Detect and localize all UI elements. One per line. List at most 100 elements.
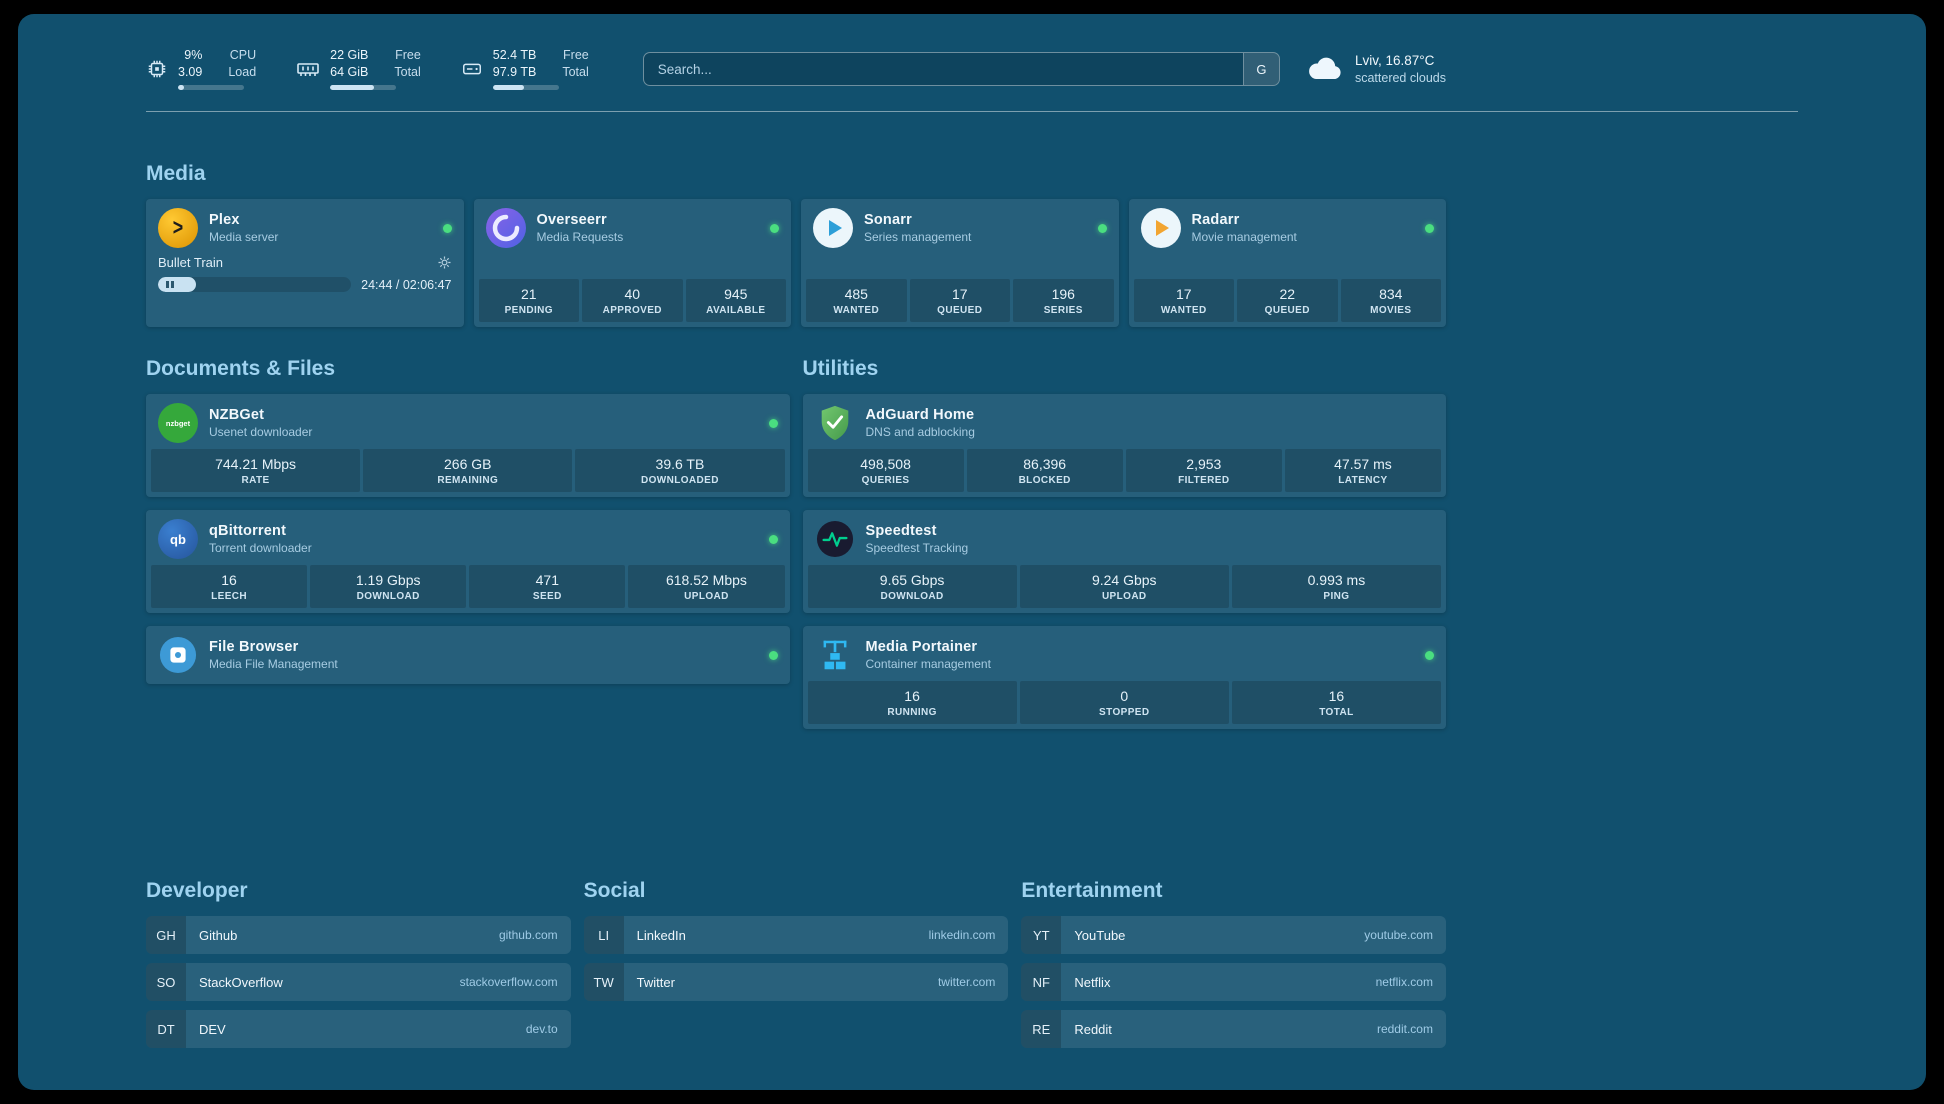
- service-name: Speedtest: [865, 523, 937, 539]
- stat-remaining: 266 GB REMAINING: [363, 449, 573, 492]
- bookmark-dev[interactable]: DT DEV dev.to: [146, 1010, 571, 1048]
- memory-progress-bar: [330, 85, 397, 91]
- status-dot: [768, 418, 778, 428]
- stat-queued: 22 QUEUED: [1237, 279, 1338, 322]
- section-title-social: Social: [583, 879, 646, 902]
- section-title-documents: Documents & Files: [146, 357, 336, 380]
- nzbget-icon: nzbget: [158, 403, 198, 443]
- search-input[interactable]: [643, 53, 1243, 85]
- filebrowser-icon: [158, 635, 198, 675]
- bookmark-stackoverflow[interactable]: SO StackOverflow stackoverflow.com: [146, 963, 571, 1001]
- memory-label-1: Free: [395, 47, 421, 62]
- sonarr-icon: [813, 208, 853, 248]
- system-widgets: 9% CPU 3.09 Load 22 GiB: [146, 48, 589, 91]
- bookmark-reddit[interactable]: RE Reddit reddit.com: [1021, 1010, 1446, 1048]
- stat-download: 9.65 Gbps DOWNLOAD: [807, 565, 1017, 608]
- service-card-plex[interactable]: > Plex Media server Bullet Train: [146, 199, 464, 327]
- service-card-adguard[interactable]: AdGuard Home DNS and adblocking 498,508 …: [802, 394, 1446, 497]
- stat-rate: 744.21 Mbps RATE: [151, 449, 361, 492]
- disk-free-value: 52.4 TB: [492, 47, 537, 62]
- status-dot: [442, 223, 452, 233]
- overseerr-icon: [485, 208, 526, 248]
- status-dot: [1425, 223, 1434, 233]
- bookmark-linkedin[interactable]: LI LinkedIn linkedin.com: [583, 916, 1009, 954]
- portainer-icon: [815, 635, 855, 675]
- stat-approved: 40 APPROVED: [582, 279, 683, 322]
- service-card-sonarr[interactable]: Sonarr Series management 485 WANTED: [801, 199, 1119, 327]
- adguard-icon: [815, 403, 855, 443]
- dashboard-page: 9% CPU 3.09 Load 22 GiB: [18, 14, 1926, 1090]
- cpu-progress-bar: [178, 85, 244, 91]
- service-description: DNS and adblocking: [865, 425, 975, 439]
- memory-free-value: 22 GiB: [330, 47, 369, 62]
- gear-icon[interactable]: [437, 255, 452, 270]
- bookmark-twitter[interactable]: TW Twitter twitter.com: [583, 963, 1009, 1001]
- memory-icon: [297, 63, 319, 76]
- service-name: Sonarr: [864, 212, 912, 228]
- bookmark-group-social: Social LI LinkedIn linkedin.com TW Twitt…: [583, 879, 1009, 1048]
- weather-condition: scattered clouds: [1354, 71, 1446, 85]
- service-card-portainer[interactable]: Media Portainer Container management 16 …: [802, 626, 1446, 729]
- service-name: File Browser: [209, 639, 299, 655]
- service-description: Usenet downloader: [209, 425, 313, 439]
- service-name: Plex: [209, 212, 240, 228]
- search-bar: G: [642, 52, 1280, 86]
- service-card-qbittorrent[interactable]: qb qBittorrent Torrent downloader: [146, 510, 790, 613]
- stat-wanted: 17 WANTED: [1133, 279, 1234, 322]
- section-title-utilities: Utilities: [802, 357, 879, 380]
- stat-available: 945 AVAILABLE: [685, 279, 786, 322]
- service-name: Overseerr: [536, 212, 607, 228]
- service-description: Media File Management: [209, 657, 338, 671]
- service-name: qBittorrent: [209, 523, 287, 539]
- cpu-label-1: CPU: [229, 47, 257, 62]
- stat-movies: 834 MOVIES: [1340, 279, 1441, 322]
- stat-upload: 9.24 Gbps UPLOAD: [1019, 565, 1229, 608]
- service-card-radarr[interactable]: Radarr Movie management 17 WANTED 2: [1128, 199, 1446, 327]
- section-title-media: Media: [146, 162, 206, 185]
- cpu-label-2: Load: [228, 65, 257, 79]
- stat-blocked: 86,396 BLOCKED: [966, 449, 1123, 492]
- stat-seed: 471 SEED: [469, 565, 626, 608]
- disk-icon: [462, 63, 481, 75]
- stat-running: 16 RUNNING: [807, 681, 1017, 724]
- section-title-developer: Developer: [146, 879, 248, 902]
- memory-total-value: 64 GiB: [330, 65, 369, 79]
- stat-download: 1.19 Gbps DOWNLOAD: [310, 565, 467, 608]
- section-media: Media > Plex Media server: [146, 162, 1446, 327]
- speedtest-icon: [815, 519, 855, 559]
- bookmark-netflix[interactable]: NF Netflix netflix.com: [1021, 963, 1446, 1001]
- cpu-icon: [148, 60, 166, 78]
- service-description: Movie management: [1191, 230, 1297, 244]
- service-card-speedtest[interactable]: Speedtest Speedtest Tracking 9.65 Gbps D…: [802, 510, 1446, 613]
- bookmark-group-developer: Developer GH Github github.com SO StackO…: [146, 879, 571, 1048]
- service-card-filebrowser[interactable]: File Browser Media File Management: [146, 626, 790, 684]
- bookmark-youtube[interactable]: YT YouTube youtube.com: [1021, 916, 1446, 954]
- playback-time: 24:44 / 02:06:47: [361, 277, 452, 292]
- service-name: AdGuard Home: [865, 407, 975, 423]
- stat-filtered: 2,953 FILTERED: [1125, 449, 1282, 492]
- status-dot: [768, 534, 778, 544]
- service-description: Torrent downloader: [209, 541, 312, 555]
- disk-widget: 52.4 TB Free 97.9 TB Total: [461, 48, 589, 91]
- stat-upload: 618.52 Mbps UPLOAD: [628, 565, 785, 608]
- top-bar: 9% CPU 3.09 Load 22 GiB: [146, 40, 1446, 98]
- status-dot: [768, 650, 778, 660]
- disk-progress-bar: [492, 85, 559, 91]
- service-card-overseerr[interactable]: Overseerr Media Requests 21 PENDING: [473, 199, 791, 327]
- radarr-icon: [1140, 208, 1181, 248]
- cloud-icon: [1309, 57, 1341, 80]
- stat-ping: 0.993 ms PING: [1231, 565, 1442, 608]
- search-provider-button[interactable]: G: [1242, 53, 1279, 85]
- service-name: Radarr: [1191, 212, 1240, 228]
- bookmark-github[interactable]: GH Github github.com: [146, 916, 571, 954]
- bookmark-group-entertainment: Entertainment YT YouTube youtube.com NF …: [1021, 879, 1446, 1048]
- service-card-nzbget[interactable]: nzbget NZBGet Usenet downloader: [146, 394, 790, 497]
- service-description: Speedtest Tracking: [865, 541, 969, 555]
- section-documents-files: Documents & Files nzbget NZBGet Usenet d…: [146, 357, 790, 684]
- disk-label-2: Total: [562, 65, 589, 79]
- cpu-widget: 9% CPU 3.09 Load: [146, 48, 256, 91]
- playback-progress-bar: [158, 277, 352, 292]
- stat-latency: 47.57 ms LATENCY: [1284, 449, 1441, 492]
- stat-leech: 16 LEECH: [151, 565, 308, 608]
- service-description: Media Requests: [536, 230, 624, 244]
